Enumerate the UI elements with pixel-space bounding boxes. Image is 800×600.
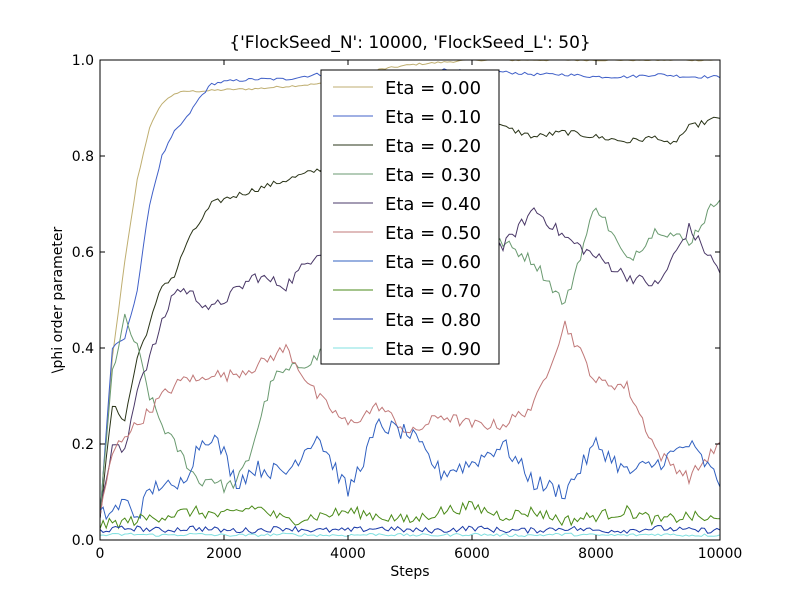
y-tick-label: 0.6 (72, 245, 94, 261)
x-tick-label: 4000 (330, 546, 366, 562)
legend-label: Eta = 0.80 (385, 310, 481, 331)
axis-ticks: 0 2000 4000 6000 8000 10000 0.0 0.2 0.4 0.6 0.8 1.0 (72, 53, 743, 562)
x-tick-label: 10000 (698, 546, 743, 562)
legend-label: Eta = 0.70 (385, 281, 481, 302)
y-tick-label: 1.0 (72, 53, 94, 69)
chart-title: {'FlockSeed_N': 10000, 'FlockSeed_L': 50… (229, 33, 590, 53)
legend-label: Eta = 0.30 (385, 165, 481, 186)
series-line-8 (100, 524, 720, 534)
x-tick-label: 6000 (454, 546, 490, 562)
x-tick-label: 8000 (578, 546, 614, 562)
series-line-9 (100, 532, 720, 538)
series-line-6 (100, 417, 720, 521)
x-axis-label: Steps (390, 564, 429, 580)
y-tick-label: 0.2 (72, 437, 94, 453)
legend-label: Eta = 0.50 (385, 223, 481, 244)
y-tick-label: 0.4 (72, 341, 94, 357)
y-axis-label: \phi order parameter (50, 227, 66, 374)
series-line-7 (100, 500, 720, 530)
x-tick-label: 2000 (206, 546, 242, 562)
y-tick-label: 0.0 (72, 533, 94, 549)
legend-label: Eta = 0.10 (385, 107, 481, 128)
x-tick-label: 0 (96, 546, 105, 562)
axes-frame (99, 59, 721, 541)
series-line-5 (100, 320, 720, 516)
legend-label: Eta = 0.00 (385, 78, 481, 99)
legend-label: Eta = 0.20 (385, 136, 481, 157)
y-tick-label: 0.8 (72, 149, 94, 165)
legend-label: Eta = 0.40 (385, 194, 481, 215)
legend-label: Eta = 0.60 (385, 252, 481, 273)
legend: Eta = 0.00 Eta = 0.10 Eta = 0.20 Eta = 0.30… (320, 69, 500, 365)
legend-box (320, 69, 500, 365)
legend-label: Eta = 0.90 (385, 339, 481, 360)
